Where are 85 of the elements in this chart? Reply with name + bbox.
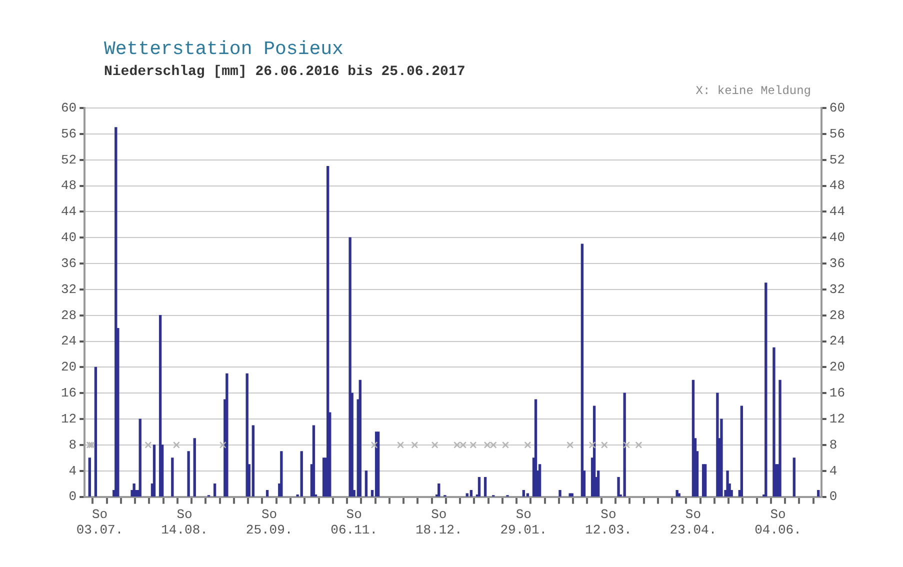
bar <box>617 477 620 497</box>
x-tick-label: So 14.08. <box>161 507 208 538</box>
bar <box>466 493 468 497</box>
y2-tick-label: 32 <box>829 282 846 297</box>
bar <box>478 477 481 497</box>
y2-tick-label: 28 <box>829 308 846 323</box>
bar <box>187 451 190 497</box>
y2-tick-label: 36 <box>829 256 846 271</box>
bar <box>132 484 136 497</box>
x-tick-label: So 12.03. <box>585 507 632 538</box>
x-tick-label: So 29.01. <box>500 507 548 538</box>
y-tick-label: 16 <box>60 386 77 401</box>
bar <box>348 237 352 497</box>
bar <box>484 477 487 497</box>
y-tick-label: 60 <box>60 100 77 116</box>
bar <box>88 458 91 497</box>
y2-tick-label: 16 <box>829 386 846 401</box>
x-tick-label: So 18.12. <box>415 507 462 538</box>
bar <box>364 470 368 497</box>
bar <box>792 458 796 497</box>
bar <box>312 425 316 497</box>
y-tick-label: 44 <box>60 204 77 220</box>
bar <box>522 490 525 497</box>
y2-tick-label: 8 <box>829 437 838 452</box>
bar <box>558 490 562 497</box>
bar <box>678 493 680 497</box>
x-tick-label: So 06.11. <box>330 507 378 538</box>
y2-tick-label: 12 <box>829 411 846 426</box>
bar <box>193 438 196 497</box>
y-tick-label: 4 <box>68 463 77 478</box>
y-tick-label: 8 <box>68 437 77 452</box>
bar <box>358 380 362 497</box>
bar <box>470 490 473 497</box>
bar <box>252 425 254 497</box>
y2-tick-label: 24 <box>829 334 846 349</box>
chart-subtitle: Niederschlag [mm] 26.06.2016 bis 25.06.2017 <box>104 64 466 80</box>
bar <box>438 484 440 497</box>
bar <box>171 458 174 497</box>
y2-tick-label: 40 <box>829 230 846 246</box>
y2-tick-label: 60 <box>829 100 846 116</box>
bar <box>764 282 768 497</box>
y-tick-label: 36 <box>60 256 77 271</box>
bar <box>778 380 782 497</box>
bar <box>570 493 574 497</box>
bar <box>623 392 626 497</box>
y2-tick-label: 56 <box>829 126 846 142</box>
bar <box>726 470 729 497</box>
y2-tick-label: 44 <box>829 204 846 220</box>
y-tick-label: 28 <box>60 308 77 323</box>
y-tick-label: 48 <box>60 178 77 194</box>
y-tick-label: 0 <box>68 489 77 504</box>
y-tick-label: 20 <box>60 360 77 375</box>
bar <box>300 451 303 497</box>
bar <box>152 444 156 497</box>
y-tick-label: 40 <box>60 230 77 246</box>
y2-tick-label: 52 <box>829 152 846 168</box>
bar <box>226 373 228 497</box>
y2-tick-label: 0 <box>829 489 838 504</box>
y2-tick-label: 48 <box>829 178 846 194</box>
y-tick-label: 12 <box>60 411 77 426</box>
bar <box>138 418 142 497</box>
bar <box>266 490 269 497</box>
text: X: keine Meldung <box>696 84 811 98</box>
y-tick-label: 56 <box>60 126 77 142</box>
bar <box>740 406 743 497</box>
bar <box>94 366 98 497</box>
bar <box>716 392 719 497</box>
y-tick-label: 24 <box>60 334 77 349</box>
x-tick-label: So 23.04. <box>670 507 717 538</box>
chart-title: Wetterstation Posieux <box>104 38 344 60</box>
bar <box>280 451 283 497</box>
x-tick-label: So 25.09. <box>246 507 293 538</box>
y-tick-label: 32 <box>60 282 77 297</box>
bar <box>817 490 820 497</box>
y2-tick-label: 4 <box>829 463 838 478</box>
bar <box>580 244 584 497</box>
bar <box>568 493 572 497</box>
x-tick-label: So 03.07. <box>76 507 124 538</box>
bar <box>526 493 530 497</box>
bar <box>772 347 776 497</box>
bar <box>213 484 216 497</box>
x-tick-label: So 04.06. <box>754 507 802 538</box>
bar <box>676 490 678 497</box>
y-tick-label: 52 <box>60 152 77 168</box>
y2-tick-label: 20 <box>829 360 846 375</box>
